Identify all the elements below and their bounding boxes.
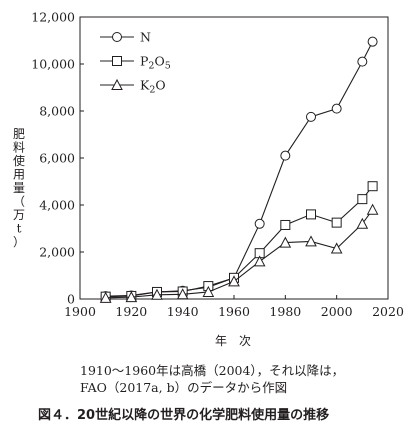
series-triangle [99, 203, 379, 303]
y-tick-label: 10,000 [31, 57, 75, 72]
data-point-triangle [125, 291, 138, 303]
data-point-circle [357, 56, 368, 67]
x-tick-label: 1980 [269, 304, 301, 319]
data-point-square [357, 194, 368, 205]
y-axis-label-char: 使 [13, 153, 25, 168]
legend-label: N [140, 30, 151, 45]
y-tick-label: 0 [67, 292, 75, 307]
y-axis-label-char: 料 [13, 141, 25, 155]
y-axis-label-char: 量 [13, 181, 25, 195]
legend-subscript: 2 [148, 61, 154, 72]
legend-text: O [155, 78, 165, 93]
series-line [105, 209, 374, 299]
x-tick-label: 1900 [64, 304, 96, 319]
data-point-triangle [228, 275, 240, 287]
data-point-square [367, 181, 378, 192]
legend-label: K2O [140, 78, 166, 96]
y-tick-label: 6,000 [39, 151, 75, 166]
data-point-triangle [111, 78, 123, 90]
y-axis-label-char: （ [13, 195, 25, 209]
legend-text: K [140, 78, 150, 93]
y-axis-label-char: ） [13, 235, 25, 249]
y-tick-label: 12,000 [31, 10, 75, 25]
figure-caption: 図４．20世紀以降の世界の化学肥料使用量の推移 [38, 408, 330, 423]
data-point-triangle [366, 203, 379, 215]
legend-item: P2O5 [100, 54, 171, 72]
y-axis-label-char: 肥 [13, 127, 25, 141]
x-tick-label: 1940 [167, 304, 199, 319]
data-point-triangle [99, 291, 112, 303]
legend-item: K2O [100, 78, 166, 96]
x-tick-label: 1920 [115, 304, 147, 319]
data-point-triangle [305, 235, 317, 247]
data-point-triangle [151, 288, 163, 300]
legend-item: N [100, 30, 151, 45]
data-point-circle [306, 111, 316, 122]
x-tick-label: 2000 [321, 304, 353, 319]
y-axis-label: 肥料使用量（万 t） [13, 127, 25, 249]
x-tick-label: 2020 [372, 304, 404, 319]
y-axis-label-char: 用 [13, 168, 25, 182]
y-tick-label: 8,000 [39, 104, 75, 119]
series-line [105, 185, 374, 298]
data-point-square [306, 209, 316, 220]
data-point-triangle [356, 217, 369, 229]
y-axis-label-char: t [17, 222, 22, 236]
chart-series [99, 36, 379, 303]
y-tick-label: 4,000 [39, 198, 75, 213]
data-point-triangle [330, 242, 343, 254]
data-point-square [112, 56, 122, 66]
data-point-triangle [202, 285, 215, 297]
legend-text: N [140, 30, 151, 45]
legend-subscript: 2 [149, 85, 155, 96]
plot-frame [79, 16, 389, 300]
source-note-line-2: FAO（2017a, b）のデータから作図 [80, 380, 288, 395]
data-point-square [331, 217, 342, 228]
legend-subscript: 5 [165, 61, 171, 72]
x-tick-label: 1960 [218, 304, 250, 319]
data-point-square [280, 219, 291, 230]
y-axis-label-char: 万 [13, 208, 25, 222]
fertilizer-chart: 1900 1920 1940 1960 1980 2000 2020 0 2,000 4,000 6… [13, 10, 404, 349]
data-point-circle [331, 103, 342, 114]
legend-text: P [140, 54, 148, 69]
data-point-circle [367, 36, 378, 47]
source-note-line-1: 1910～1960年は高橋（2004），それ以降は， [80, 363, 345, 378]
x-axis-label: 年 次 [215, 334, 251, 348]
legend-label: P2O5 [140, 54, 171, 72]
data-point-triangle [253, 255, 266, 267]
legend-text: O [154, 54, 164, 69]
data-point-circle [280, 150, 291, 161]
data-point-triangle [279, 236, 292, 248]
series-square [100, 181, 378, 302]
y-tick-label: 2,000 [39, 245, 75, 260]
chart-axes: 1900 1920 1940 1960 1980 2000 2020 0 2,000 4,000 6… [31, 10, 404, 320]
data-point-triangle [176, 288, 189, 300]
data-point-circle [254, 218, 265, 229]
data-point-circle [112, 32, 122, 42]
